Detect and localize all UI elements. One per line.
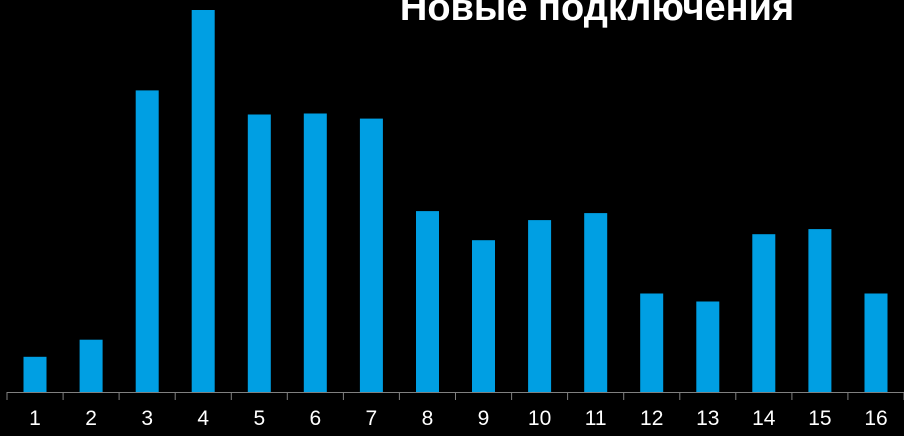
- x-tick-label: 13: [696, 407, 719, 430]
- x-tick-label: 4: [197, 407, 209, 430]
- x-tick-label: 3: [141, 407, 153, 430]
- bar-3: [135, 90, 159, 393]
- x-tick-labels: 1 2 3 4 5 6 7 8 9 10 11 12 13 14 15 16: [29, 407, 888, 430]
- bar-11: [584, 213, 608, 392]
- x-tick-label: 9: [478, 407, 490, 430]
- x-tick-label: 5: [253, 407, 265, 430]
- bar-14: [752, 234, 776, 392]
- x-axis: [6, 392, 904, 400]
- bar-4: [191, 10, 215, 392]
- bar-2: [79, 339, 103, 392]
- x-tick-label: 6: [309, 407, 321, 430]
- x-tick-label: 1: [29, 407, 41, 430]
- x-tick-label: 10: [528, 407, 551, 430]
- x-tick-label: 14: [752, 407, 776, 430]
- bar-8: [416, 211, 439, 392]
- bar-16: [864, 293, 888, 392]
- x-tick-label: 16: [864, 407, 887, 430]
- x-tick-label: 2: [85, 407, 97, 430]
- bar-12: [640, 293, 664, 392]
- bar-9: [472, 240, 495, 392]
- x-tick-label: 11: [585, 407, 607, 430]
- bar-6: [303, 113, 327, 392]
- bars-group: [23, 10, 888, 393]
- bar-15: [808, 229, 832, 392]
- bar-10: [528, 220, 552, 392]
- bar-5: [247, 114, 271, 392]
- bar-7: [359, 118, 383, 392]
- bar-13: [696, 301, 720, 392]
- x-tick-label: 15: [808, 407, 831, 430]
- x-tick-label: 7: [366, 407, 378, 430]
- x-tick-label: 12: [640, 407, 663, 430]
- chart-title: Новые подключения: [399, 0, 795, 29]
- x-tick-label: 8: [422, 407, 434, 430]
- bar-1: [23, 356, 47, 392]
